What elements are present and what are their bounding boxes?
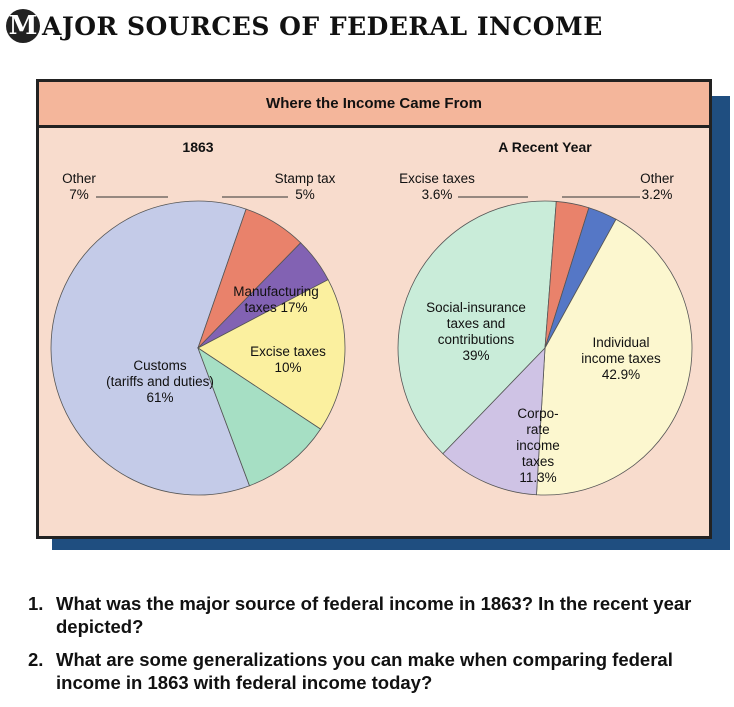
pie-chart-1863: 1863 Customs (tariffs and duties) 61% Other 7… xyxy=(50,139,346,496)
slice-label-stamp-tax: Stamp tax 5% xyxy=(275,171,336,202)
pie-slice-social-insurance-taxes-and-contributions xyxy=(397,200,557,455)
slice-label-excise-taxes: Excise taxes 10% xyxy=(250,344,326,375)
pie-slice-manufacturing-taxes xyxy=(197,279,346,430)
title-initial-badge: M xyxy=(6,9,40,43)
slice-label-customs-tariffs-and-duties: Customs (tariffs and duties) 61% xyxy=(106,358,214,405)
slice-label-corporate-income-taxes: Corpo-rate income taxes 11.3% xyxy=(516,406,560,485)
pie-slice-individual-income-taxes xyxy=(536,218,693,496)
pie-charts: 1863 Customs (tariffs and duties) 61% Other 7… xyxy=(50,139,693,496)
panel-header: Where the Income Came From xyxy=(39,82,709,128)
question-text: What was the major source of federal inc… xyxy=(56,593,692,637)
pie-slice-excise-taxes xyxy=(197,346,322,487)
question-2: 2. What are some generalizations you can… xyxy=(28,648,718,694)
pie-chart-recent-year: A Recent Year Social-insurance taxes and co… xyxy=(397,139,693,496)
question-1: 1. What was the major source of federal … xyxy=(28,592,718,638)
pie-slice-corporate-income-taxes xyxy=(442,346,546,496)
slice-label-manufacturing-taxes: Manufacturing taxes 17% xyxy=(233,284,319,315)
slice-label-other: Other 3.2% xyxy=(640,171,674,202)
pie-slice-customs-tariffs-and-duties xyxy=(50,200,250,496)
chart-title: 1863 xyxy=(182,139,213,155)
slice-label-individual-income-taxes: Individual income taxes 42.9% xyxy=(581,335,661,382)
slice-label-excise-taxes: Excise taxes 3.6% xyxy=(399,171,475,202)
chart-title: A Recent Year xyxy=(498,139,592,155)
page-title: M AJOR SOURCES OF FEDERAL INCOME xyxy=(6,6,603,46)
question-text: What are some generalizations you can ma… xyxy=(56,649,673,693)
question-number: 1. xyxy=(28,593,44,614)
title-text: AJOR SOURCES OF FEDERAL INCOME xyxy=(42,11,603,41)
questions-list: 1. What was the major source of federal … xyxy=(28,592,718,704)
question-number: 2. xyxy=(28,649,44,670)
slice-label-other: Other 7% xyxy=(62,171,96,202)
slice-label-social-insurance-taxes-and-contributions: Social-insurance taxes and contributions 39… xyxy=(426,300,526,363)
